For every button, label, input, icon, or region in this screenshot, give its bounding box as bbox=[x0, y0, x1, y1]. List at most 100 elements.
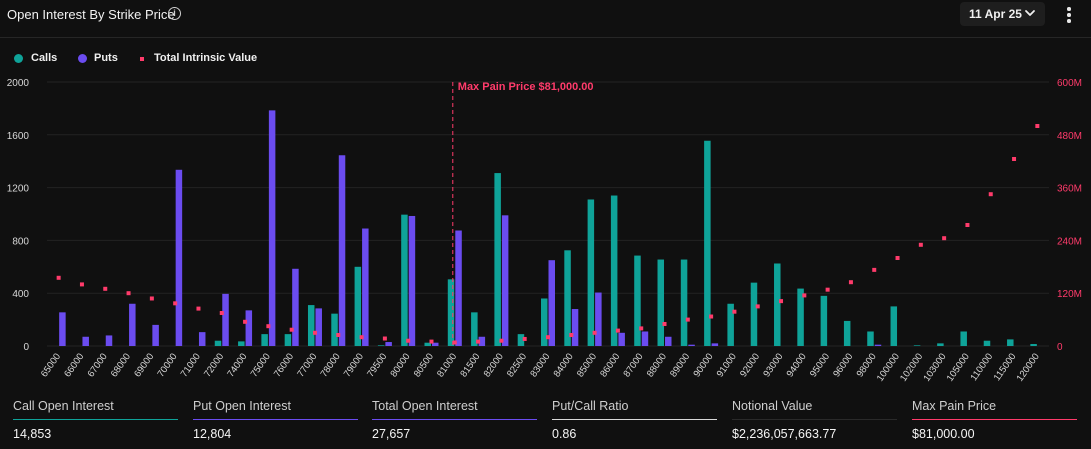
intrinsic-value-point bbox=[709, 314, 714, 319]
chart-grid bbox=[47, 81, 1049, 347]
intrinsic-value-point bbox=[802, 293, 807, 298]
puts-bar bbox=[501, 215, 509, 346]
stat-notional-value: Notional Value $2,236,057,663.77 bbox=[732, 392, 897, 442]
header-divider bbox=[0, 37, 1091, 38]
puts-bar bbox=[59, 312, 66, 346]
x-axis-tick-label: 76000 bbox=[272, 351, 296, 379]
left-axis-tick-label: 2000 bbox=[7, 78, 30, 89]
puts-bar bbox=[688, 344, 695, 346]
right-axis-tick-label: 360M bbox=[1057, 184, 1082, 195]
expiry-date-value: 11 Apr 25 bbox=[969, 7, 1022, 21]
x-axis-tick-label: 72000 bbox=[202, 351, 226, 379]
x-axis-tick-label: 65000 bbox=[39, 351, 63, 379]
puts-bar bbox=[198, 332, 206, 346]
legend-calls-swatch bbox=[14, 54, 23, 63]
calls-bar bbox=[890, 306, 898, 346]
calls-bar bbox=[704, 140, 711, 346]
x-axis-tick-label: 95000 bbox=[808, 351, 832, 379]
left-axis-tick-label: 1200 bbox=[7, 184, 30, 195]
calls-bar bbox=[564, 250, 571, 346]
puts-bar bbox=[362, 228, 369, 346]
max-pain-label: Max Pain Price $81,000.00 bbox=[458, 81, 594, 93]
x-axis-tick-label: 102000 bbox=[898, 351, 925, 383]
x-axis-tick-label: 80500 bbox=[412, 351, 436, 379]
calls-bar bbox=[307, 305, 315, 346]
intrinsic-value-point bbox=[522, 336, 527, 341]
calls-bar bbox=[960, 331, 967, 346]
stat-value: 14,853 bbox=[13, 427, 52, 441]
intrinsic-value-point bbox=[289, 327, 294, 332]
intrinsic-value-point bbox=[639, 326, 644, 331]
puts-bar bbox=[222, 293, 229, 346]
intrinsic-value-point bbox=[942, 236, 947, 241]
chevron-down-icon bbox=[1025, 10, 1035, 16]
puts-bar bbox=[175, 169, 183, 346]
calls-bar bbox=[517, 334, 525, 346]
intrinsic-value-point bbox=[243, 319, 248, 324]
page-title: Open Interest By Strike Price bbox=[7, 7, 175, 22]
intrinsic-value-point bbox=[918, 242, 923, 247]
calls-bar bbox=[1030, 344, 1037, 346]
left-axis-tick-label: 0 bbox=[23, 342, 29, 353]
stat-value: $81,000.00 bbox=[912, 427, 975, 441]
calls-bar bbox=[913, 345, 921, 346]
x-axis-tick-label: 70000 bbox=[155, 351, 179, 379]
more-vertical-icon[interactable] bbox=[1060, 4, 1078, 26]
stats-bar: Call Open Interest 14,853 Put Open Inter… bbox=[0, 392, 1091, 449]
stat-label: Notional Value bbox=[732, 399, 813, 413]
x-axis-tick-label: 79000 bbox=[342, 351, 366, 379]
puts-bar bbox=[478, 336, 486, 346]
intrinsic-value-point bbox=[359, 335, 364, 340]
calls-bar bbox=[354, 266, 362, 346]
right-axis-tick-label: 240M bbox=[1057, 236, 1082, 247]
puts-bar bbox=[105, 335, 113, 346]
intrinsic-value-point bbox=[126, 291, 131, 296]
calls-bar bbox=[284, 334, 292, 346]
calls-bar bbox=[797, 288, 804, 346]
x-axis-tick-label: 88000 bbox=[645, 351, 669, 379]
stat-value: $2,236,057,663.77 bbox=[732, 427, 837, 441]
intrinsic-value-point bbox=[592, 330, 597, 335]
calls-bar bbox=[727, 303, 734, 346]
info-icon[interactable]: i bbox=[168, 7, 181, 20]
calls-bar bbox=[587, 199, 595, 346]
x-axis-tick-label: 77000 bbox=[295, 351, 319, 379]
legend-puts-label: Puts bbox=[94, 52, 118, 64]
intrinsic-value-point bbox=[779, 299, 784, 304]
calls-bar bbox=[377, 345, 385, 346]
intrinsic-value-point bbox=[79, 282, 84, 287]
right-axis-tick-label: 480M bbox=[1057, 131, 1082, 142]
left-axis-tick-label: 1600 bbox=[7, 131, 30, 142]
puts-bar bbox=[338, 155, 346, 346]
intrinsic-value-point bbox=[546, 335, 550, 340]
right-axis-tick-label: 600M bbox=[1057, 78, 1082, 89]
intrinsic-value-point bbox=[219, 311, 224, 315]
puts-bar bbox=[431, 342, 439, 346]
puts-bar bbox=[641, 331, 649, 346]
intrinsic-value-point bbox=[662, 322, 667, 326]
intrinsic-value-point bbox=[872, 267, 877, 272]
left-axis-tick-label: 400 bbox=[12, 289, 29, 300]
intrinsic-points bbox=[56, 124, 1040, 345]
expiry-date-select[interactable]: 11 Apr 25 bbox=[960, 2, 1045, 26]
chart-bars bbox=[59, 110, 1037, 346]
stat-value: 12,804 bbox=[193, 427, 232, 441]
intrinsic-value-point bbox=[499, 338, 504, 343]
calls-bar bbox=[471, 312, 478, 346]
intrinsic-value-point bbox=[569, 333, 574, 337]
intrinsic-value-point bbox=[1012, 157, 1017, 161]
intrinsic-value-point bbox=[732, 309, 737, 314]
calls-bar bbox=[541, 298, 548, 346]
intrinsic-value-point bbox=[149, 296, 154, 301]
x-axis-tick-label: 82500 bbox=[505, 351, 529, 379]
intrinsic-value-point bbox=[429, 339, 434, 344]
x-axis-tick-label: 98000 bbox=[855, 351, 879, 379]
intrinsic-value-point bbox=[476, 339, 481, 344]
stat-label: Put/Call Ratio bbox=[552, 399, 629, 413]
intrinsic-value-point bbox=[895, 256, 900, 260]
stat-underline bbox=[193, 419, 358, 420]
stat-underline bbox=[372, 419, 537, 420]
intrinsic-value-point bbox=[848, 280, 853, 285]
x-axis-tick-label: 85000 bbox=[575, 351, 599, 379]
calls-bar bbox=[820, 295, 828, 346]
